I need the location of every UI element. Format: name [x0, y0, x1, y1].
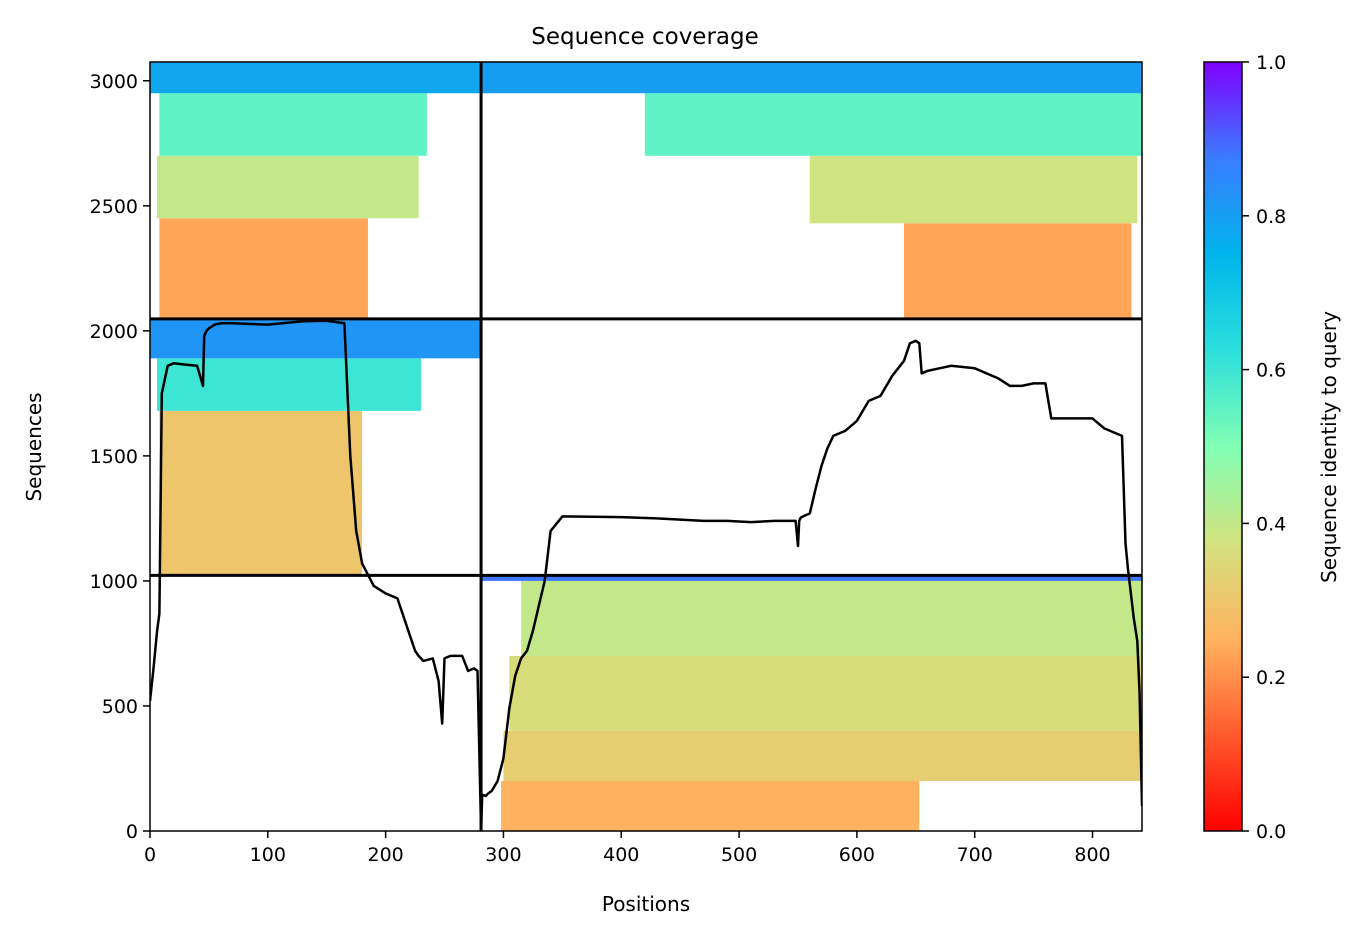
x-tick-label-6: 600 [839, 844, 875, 866]
chart-title: Sequence coverage [531, 24, 759, 50]
y-axis-label: Sequences [22, 392, 46, 501]
x-tick-label-4: 400 [603, 844, 639, 866]
coverage-band-3-0 [501, 780, 920, 831]
coverage-band-3-2 [509, 655, 1142, 731]
coverage-band-0-3 [150, 62, 482, 94]
colorbar-tick-label-0: 0.0 [1256, 821, 1286, 843]
colorbar-tick-label-4: 0.8 [1256, 206, 1286, 228]
colorbar: 0.0 0.2 0.4 0.6 0.8 1.0 Sequence identity to … [1203, 52, 1341, 843]
x-tick-label-0: 0 [144, 844, 156, 866]
y-tick-label-3: 1500 [90, 446, 138, 468]
coverage-band-0-1 [157, 155, 419, 219]
y-axis: 0 500 1000 1500 2000 2500 3000 [90, 71, 150, 843]
y-tick-label-5: 2500 [90, 196, 138, 218]
coverage-line [150, 319, 1142, 831]
plot-area [150, 62, 1142, 831]
x-axis-label: Positions [602, 892, 690, 916]
coverage-band-1-0 [904, 223, 1132, 319]
y-tick-label-4: 2000 [90, 321, 138, 343]
x-tick-label-3: 300 [485, 844, 521, 866]
x-axis: 0 100 200 300 400 500 600 700 800 [144, 831, 1111, 866]
colorbar-tick-label-1: 0.2 [1256, 667, 1286, 689]
coverage-band-1-1 [809, 155, 1138, 224]
x-tick-label-2: 200 [367, 844, 403, 866]
y-tick-label-1: 500 [102, 696, 138, 718]
plot-frame [149, 61, 1143, 832]
coverage-band-3-3 [521, 580, 1142, 656]
y-tick-label-2: 1000 [90, 571, 138, 593]
colorbar-tick-label-5: 1.0 [1256, 52, 1286, 74]
colorbar-label: Sequence identity to query [1317, 311, 1341, 583]
colorbar-tick-label-3: 0.6 [1256, 360, 1286, 382]
colorbar-gradient [1203, 61, 1243, 832]
x-tick-label-1: 100 [250, 844, 286, 866]
coverage-band-2-2 [150, 318, 482, 359]
y-tick-label-0: 0 [126, 821, 138, 843]
x-tick-label-8: 800 [1074, 844, 1110, 866]
x-tick-label-5: 500 [721, 844, 757, 866]
coverage-band-1-2 [644, 93, 1142, 156]
coverage-band-3-4 [481, 575, 1142, 581]
coverage-band-2-1 [157, 358, 421, 411]
coverage-band-1-3 [481, 62, 1142, 94]
y-tick-label-6: 3000 [90, 71, 138, 93]
coverage-band-2-0 [159, 410, 363, 576]
coverage-band-0-2 [159, 93, 427, 156]
colorbar-tick-label-2: 0.4 [1256, 513, 1286, 535]
coverage-band-3-1 [503, 730, 1142, 781]
coverage-band-0-0 [159, 218, 368, 319]
x-tick-label-7: 700 [957, 844, 993, 866]
